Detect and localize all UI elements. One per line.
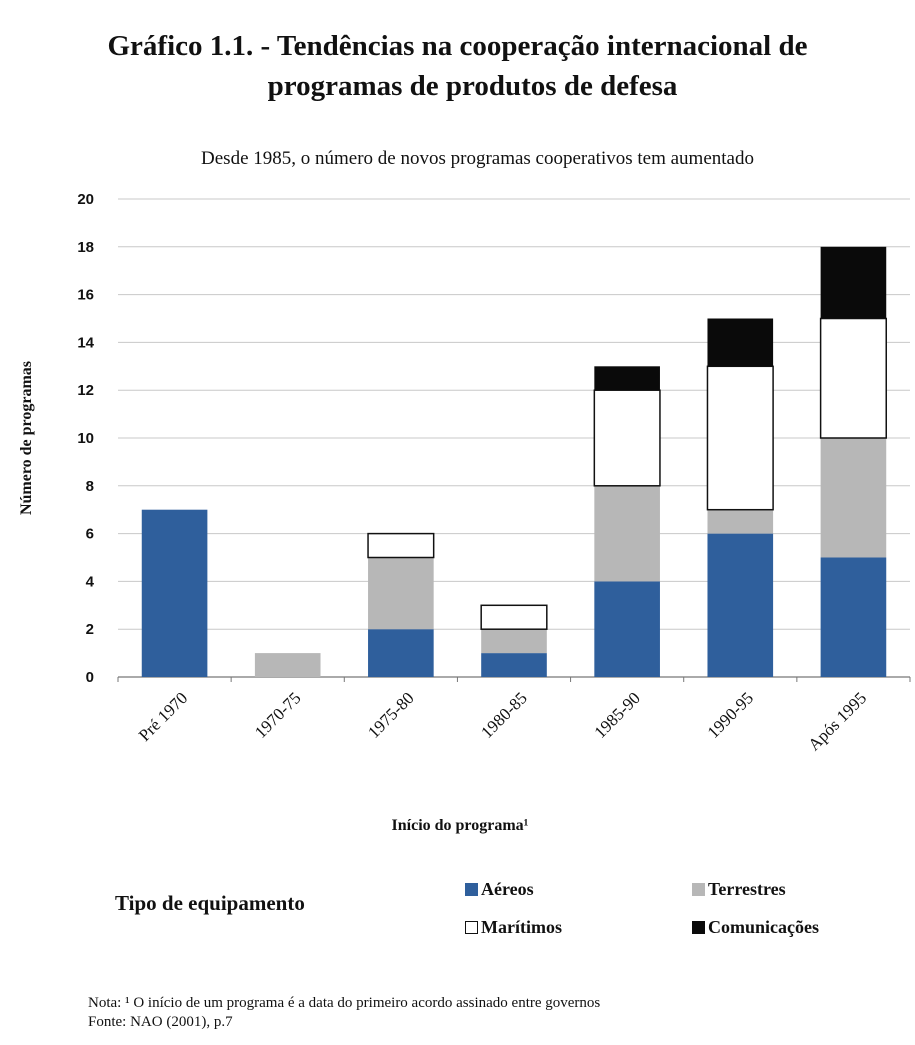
legend-item-aereos: Aéreos bbox=[465, 879, 534, 900]
y-tick-label: 12 bbox=[77, 382, 94, 399]
x-tick-label: 1980-85 bbox=[477, 688, 531, 742]
legend-label-maritimos: Marítimos bbox=[481, 917, 562, 937]
y-tick-label: 2 bbox=[86, 621, 94, 638]
legend-label-aereos: Aéreos bbox=[481, 879, 534, 899]
legend-label-comunicacoes: Comunicações bbox=[708, 917, 819, 937]
x-tick-label: 1970-75 bbox=[251, 688, 305, 742]
x-tick-label: 1990-95 bbox=[704, 688, 758, 742]
bar-segment-marítimos bbox=[706, 365, 774, 511]
bar-segment-comunicações bbox=[820, 246, 887, 319]
y-tick-label: 0 bbox=[86, 669, 94, 686]
legend-item-maritimos: Marítimos bbox=[465, 917, 562, 938]
bar-segment-terrestres bbox=[707, 509, 774, 534]
bar-segment-terrestres bbox=[254, 653, 321, 677]
y-tick-label: 4 bbox=[86, 573, 95, 590]
bar-segment-comunicações bbox=[594, 366, 660, 391]
chart-title: Gráfico 1.1. - Tendências na cooperação … bbox=[0, 26, 915, 106]
y-tick-label: 8 bbox=[86, 478, 94, 495]
y-tick-label: 14 bbox=[77, 334, 94, 351]
x-tick-label: 1975-80 bbox=[364, 688, 418, 742]
bar-segment-aéreos bbox=[368, 629, 434, 677]
bar-segment-terrestres bbox=[481, 629, 547, 654]
y-axis-label: Número de programas bbox=[18, 360, 35, 516]
legend-item-terrestres: Terrestres bbox=[692, 879, 786, 900]
legend-swatch-terrestres bbox=[692, 883, 705, 896]
x-tick-label: 1985-90 bbox=[590, 688, 644, 742]
x-tick-label: Após 1995 bbox=[804, 688, 870, 754]
y-tick-label: 16 bbox=[77, 287, 94, 304]
y-tick-label: 6 bbox=[86, 526, 94, 543]
chart-title-line-2: programas de produtos de defesa bbox=[267, 70, 678, 102]
legend-item-comunicacoes: Comunicações bbox=[692, 917, 819, 938]
bar-segment-aéreos bbox=[820, 557, 887, 677]
bar-segment-aéreos bbox=[141, 509, 208, 677]
bar-segment-terrestres bbox=[368, 557, 434, 630]
legend-swatch-aereos bbox=[465, 883, 478, 896]
footnote: Nota: ¹ O início de um programa é a data… bbox=[88, 994, 600, 1032]
y-tick-label: 18 bbox=[77, 239, 94, 256]
bar-segment-terrestres bbox=[594, 485, 660, 582]
bar-segment-marítimos bbox=[593, 389, 661, 487]
bar-segment-marítimos bbox=[480, 604, 548, 630]
chart-subtitle: Desde 1985, o número de novos programas … bbox=[201, 148, 754, 169]
bar-segment-aéreos bbox=[594, 581, 660, 677]
x-axis-label: Início do programa¹ bbox=[391, 817, 529, 834]
y-tick-label: 20 bbox=[77, 191, 94, 208]
legend-swatch-comunicacoes bbox=[692, 921, 705, 934]
bar-segment-marítimos bbox=[819, 317, 887, 439]
bar-segment-aéreos bbox=[707, 533, 774, 677]
bar-segment-comunicações bbox=[707, 318, 774, 367]
x-tick-label: Pré 1970 bbox=[135, 688, 192, 745]
legend-label-terrestres: Terrestres bbox=[708, 879, 786, 899]
stacked-bar-chart: 0 2 4 6 8 10 12 14 16 18 20 Pré 1970 1970-75 1975-80 1… bbox=[77, 191, 911, 754]
legend-title: Tipo de equipamento bbox=[115, 891, 305, 915]
legend-swatch-maritimos bbox=[465, 921, 478, 934]
bar-segment-terrestres bbox=[820, 438, 887, 558]
y-tick-label: 10 bbox=[77, 430, 94, 447]
footnote-note: Nota: ¹ O início de um programa é a data… bbox=[88, 995, 601, 1011]
footnote-source: Fonte: NAO (2001), p.7 bbox=[88, 1014, 233, 1030]
bar-segment-marítimos bbox=[367, 532, 435, 559]
bar-segment-aéreos bbox=[481, 653, 547, 677]
chart-title-line-1: Gráfico 1.1. - Tendências na cooperação … bbox=[107, 30, 808, 62]
